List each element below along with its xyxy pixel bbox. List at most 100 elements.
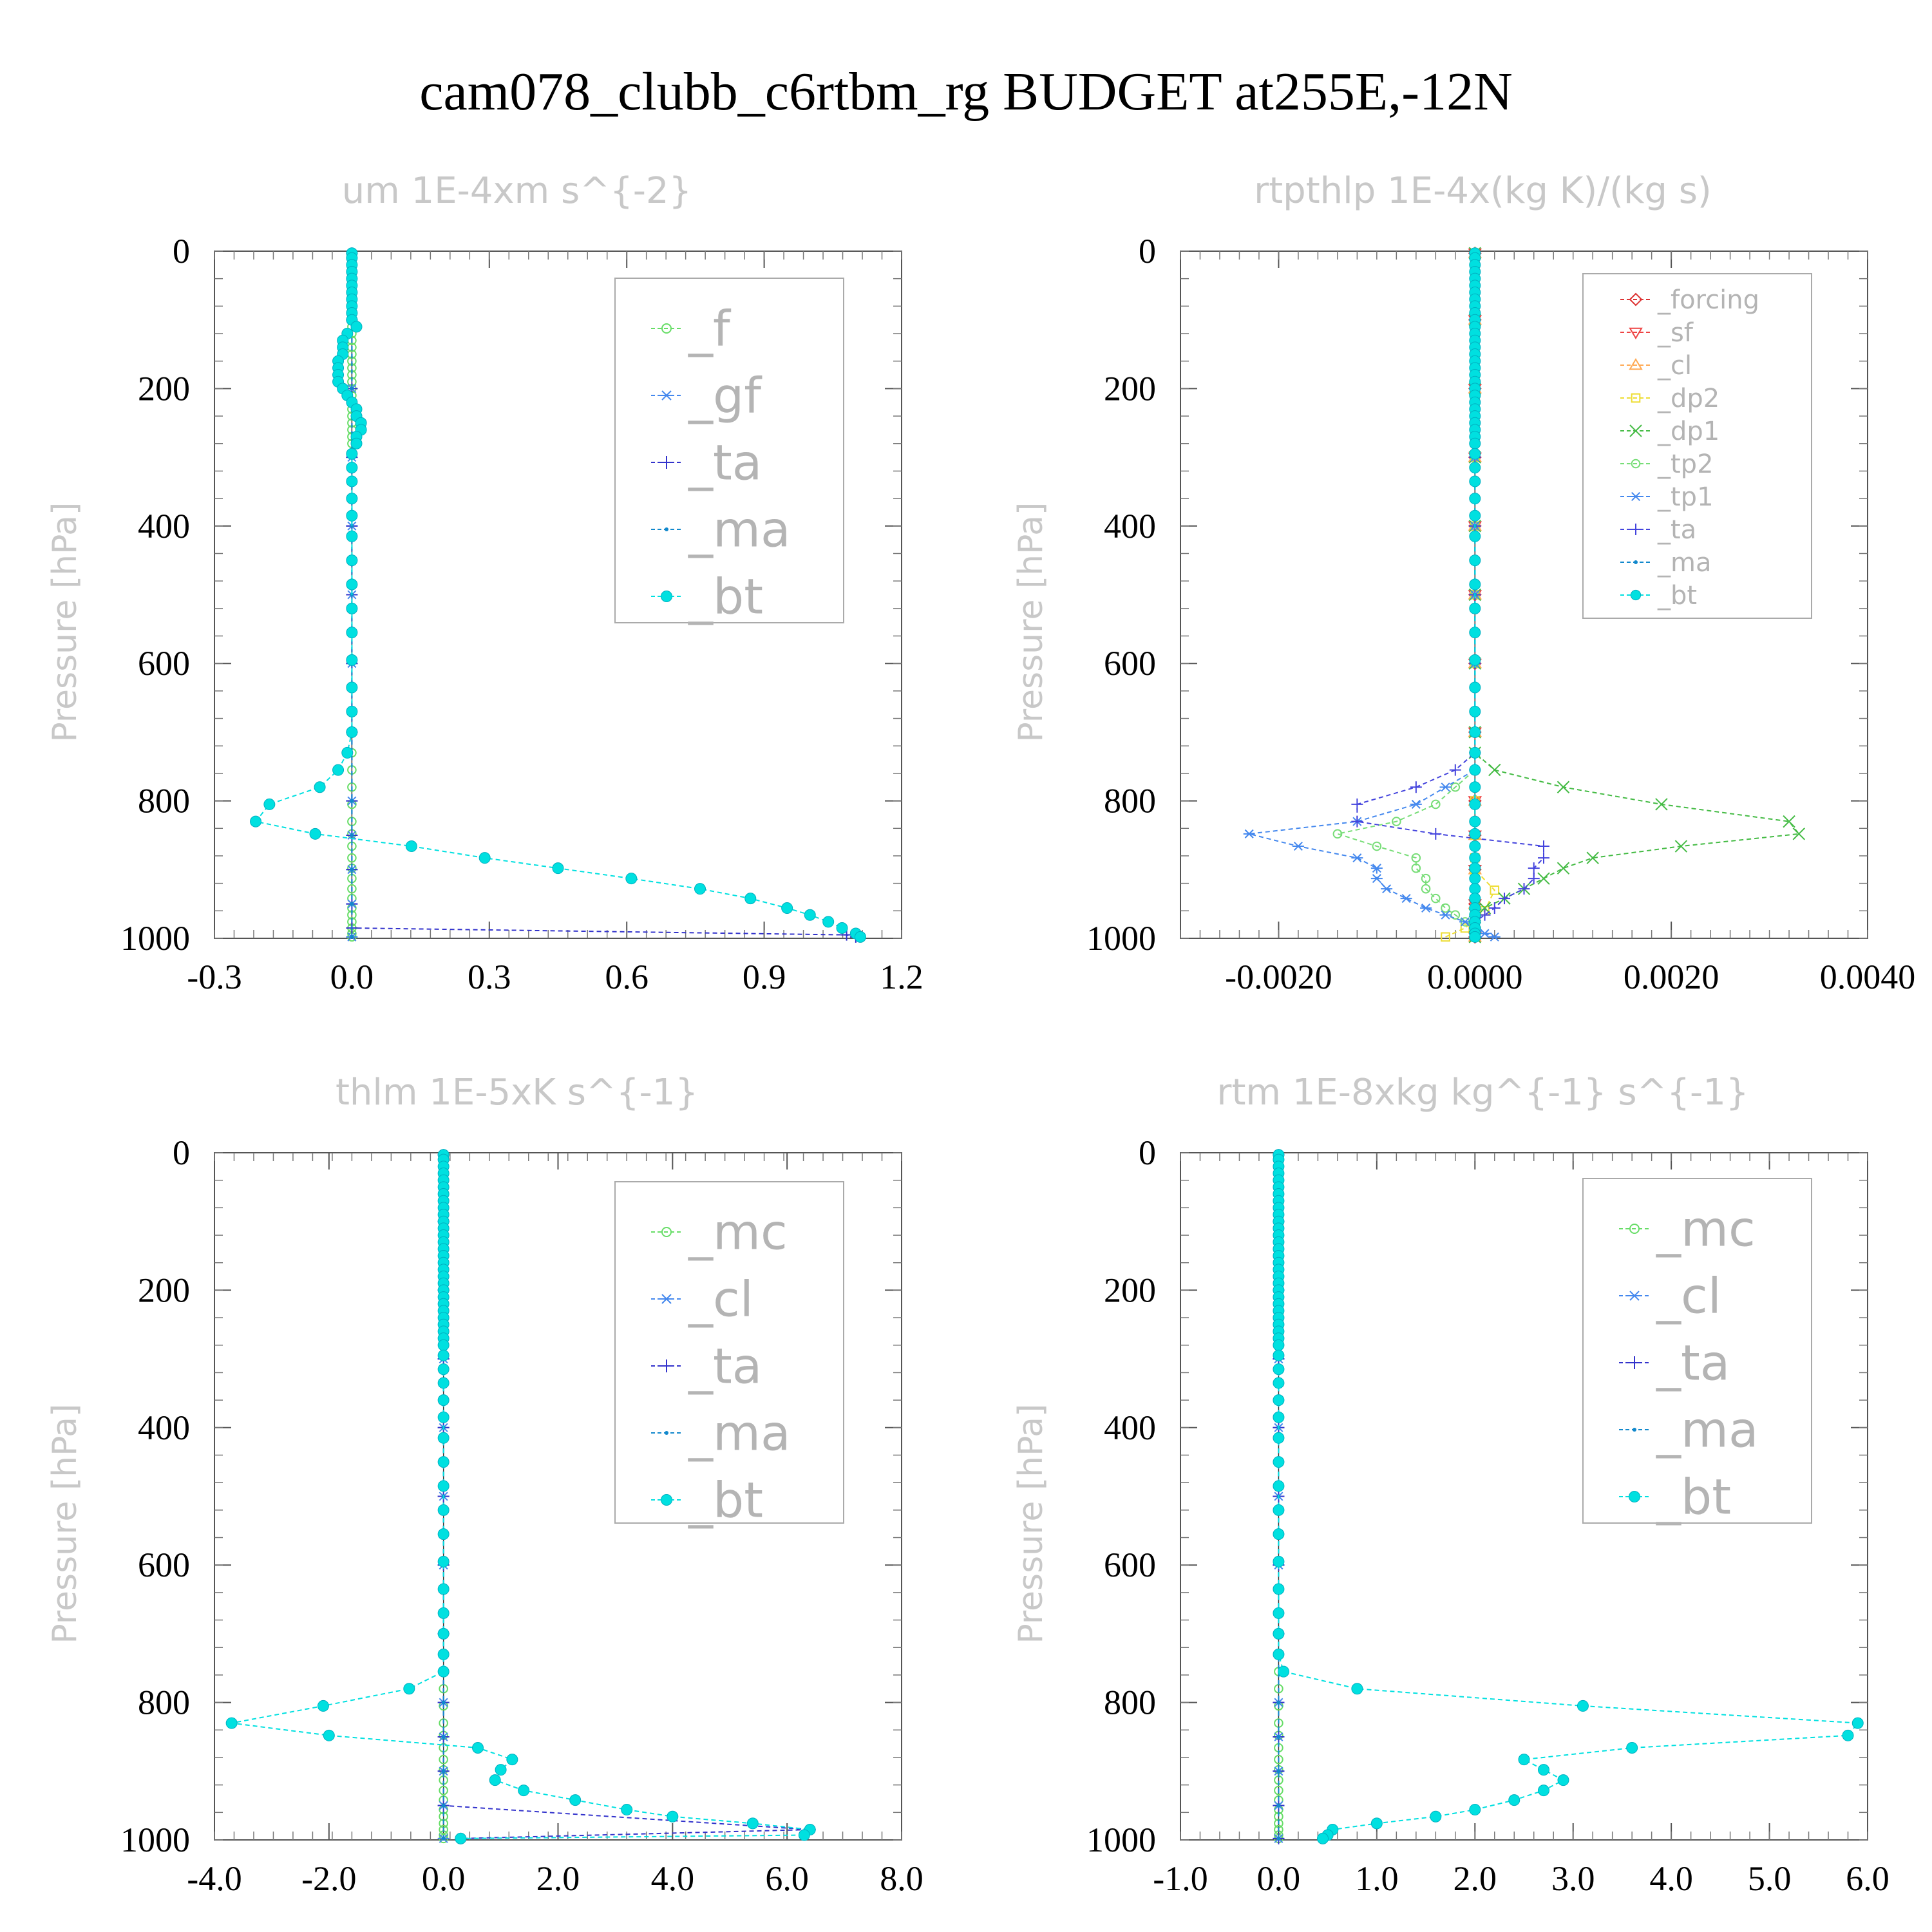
data-point xyxy=(309,828,321,840)
legend-label: _tp1 xyxy=(1657,482,1714,512)
x-tick-label: 2.0 xyxy=(1454,1859,1497,1898)
data-point xyxy=(403,1683,415,1695)
data-point xyxy=(1557,862,1570,875)
y-tick-label: 600 xyxy=(1104,644,1156,683)
legend-marker xyxy=(660,456,673,469)
legend: _mc _cl _ta _ma _bt xyxy=(1582,1178,1812,1526)
series-line xyxy=(1356,253,1544,937)
legend-marker xyxy=(660,1294,673,1304)
legend-label: _ma xyxy=(1656,1401,1759,1459)
data-point xyxy=(346,726,358,738)
data-point xyxy=(1351,798,1363,810)
data-point xyxy=(1469,681,1481,694)
data-point xyxy=(346,530,358,542)
data-point xyxy=(1537,1785,1549,1797)
data-point xyxy=(1273,1411,1285,1423)
data-point xyxy=(350,437,363,450)
data-point xyxy=(804,909,816,921)
data-point xyxy=(441,1836,446,1841)
legend-marker xyxy=(1628,1356,1641,1369)
data-point xyxy=(1411,863,1421,873)
data-point xyxy=(1469,1804,1481,1816)
data-point xyxy=(437,1528,450,1540)
x-tick-label: 0.0 xyxy=(330,958,374,996)
data-point xyxy=(346,448,358,460)
data-point xyxy=(441,1734,446,1739)
data-point xyxy=(1469,509,1481,522)
y-tick-label: 0 xyxy=(1139,232,1156,270)
series-bt xyxy=(1469,247,1481,943)
legend-frame xyxy=(614,1181,844,1524)
legend-label: _bt xyxy=(688,1472,763,1529)
legend-label: _cl xyxy=(688,1271,753,1328)
data-point xyxy=(225,1717,238,1729)
data-point xyxy=(1351,815,1363,828)
data-point xyxy=(1273,1504,1285,1516)
y-tick-label: 800 xyxy=(138,782,190,820)
legend-label: _mc xyxy=(1656,1200,1756,1258)
data-point xyxy=(1469,654,1481,666)
data-point xyxy=(1469,862,1481,875)
y-tick-label: 600 xyxy=(138,644,190,683)
data-point xyxy=(1655,798,1668,811)
data-point xyxy=(1410,781,1422,793)
data-point xyxy=(350,902,354,906)
data-point xyxy=(1469,815,1481,828)
data-point xyxy=(346,705,358,717)
data-point xyxy=(1370,864,1383,873)
x-tick-label: 4.0 xyxy=(651,1859,695,1898)
chart-panel-2: rtpthlp 1E-4x(kg K)/(kg s) Pressure [hPa]… xyxy=(1012,170,1915,996)
y-axis-label: Pressure [hPa] xyxy=(1012,502,1050,743)
legend: _forcing_sf_cl _dp2 _dp1 _tp2 _tp1_ta_ma_bt xyxy=(1582,273,1812,619)
legend-label: _mc xyxy=(688,1204,788,1261)
data-point xyxy=(437,1504,450,1516)
data-point xyxy=(1431,799,1441,810)
data-point xyxy=(822,916,835,928)
data-point xyxy=(1469,840,1481,853)
data-point xyxy=(346,654,358,666)
y-tick-label: 0 xyxy=(173,232,190,270)
data-point xyxy=(1441,932,1450,942)
x-tick-label: 0.0040 xyxy=(1820,958,1916,996)
data-point xyxy=(854,931,866,943)
data-point xyxy=(350,386,354,391)
data-point xyxy=(1488,932,1501,942)
data-point xyxy=(1392,817,1401,826)
data-point xyxy=(1479,909,1491,921)
data-point xyxy=(437,1394,450,1406)
legend-marker xyxy=(1634,560,1638,564)
plot-frame xyxy=(1180,1152,1868,1841)
data-point xyxy=(350,321,363,333)
y-tick-label: 600 xyxy=(1104,1546,1156,1584)
data-point xyxy=(836,922,848,934)
legend-marker xyxy=(1629,327,1643,339)
data-point xyxy=(694,883,706,895)
data-point xyxy=(625,873,638,885)
data-point xyxy=(1508,1794,1520,1806)
legend-marker xyxy=(661,323,672,334)
legend-marker xyxy=(1633,1428,1636,1432)
data-point xyxy=(1370,1817,1383,1830)
data-point xyxy=(1469,448,1481,460)
y-tick-label: 0 xyxy=(173,1133,190,1172)
y-tick-label: 1000 xyxy=(120,1821,190,1859)
data-point xyxy=(1490,886,1500,895)
panel-title: rtm 1E-8xkg kg^{-1} s^{-1} xyxy=(1217,1072,1748,1113)
data-point xyxy=(1469,931,1481,943)
legend-label: _ma xyxy=(1657,548,1711,578)
data-point xyxy=(1273,1394,1285,1406)
data-point xyxy=(1273,1528,1285,1540)
data-point xyxy=(437,1607,450,1619)
data-point xyxy=(1421,873,1431,884)
panel-title: thlm 1E-5xK s^{-1} xyxy=(336,1072,698,1113)
legend-label: _f xyxy=(688,300,732,357)
panel-title: rtpthlp 1E-4x(kg K)/(kg s) xyxy=(1254,170,1712,212)
y-axis-label: Pressure [hPa] xyxy=(46,502,84,743)
data-point xyxy=(1273,1432,1285,1444)
legend-label: _forcing xyxy=(1657,285,1759,315)
data-point xyxy=(1276,1700,1281,1705)
legend-marker xyxy=(665,1431,668,1435)
y-tick-label: 800 xyxy=(1104,1683,1156,1722)
data-point xyxy=(347,853,357,863)
